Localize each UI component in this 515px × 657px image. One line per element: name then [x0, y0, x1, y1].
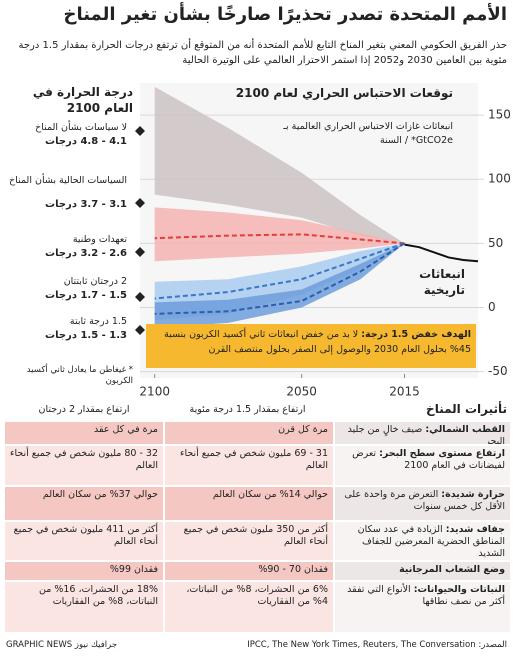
legend-temperature: 1.3 - 1.5 درجات — [45, 330, 127, 341]
table-title: تأثيرات المناخ — [426, 402, 507, 416]
legend-temperature: 1.5 - 1.7 درجات — [45, 290, 127, 301]
y-tick-label: 150 — [488, 108, 511, 122]
annotation: الهدف خفض 1.5 درجة: لا بد من خفض انبعاثا… — [146, 324, 476, 368]
cell-2: مرة في كل عقد — [5, 422, 163, 444]
y-tick-label: 100 — [488, 172, 511, 186]
row-text: تعرض لفيضانات في العام 2100 — [352, 448, 505, 471]
subtitle: حذر الفريق الحكومي المعني بتغير المناخ ا… — [18, 40, 507, 66]
cell-2: 18% من الحشرات، 16% من النباتات، 8% من ا… — [5, 582, 163, 632]
band — [154, 207, 405, 262]
series-line — [154, 242, 406, 315]
footer-brand: GRAPHIC NEWS جرافيك نيوز — [6, 640, 118, 650]
row-label: حرارة شديدة: — [441, 489, 505, 500]
column-header: ارتفاع بمقدار 2 درجتان — [38, 404, 130, 415]
legend-temperature: 2.6 - 3.2 درجات — [45, 248, 127, 259]
legend-temperature: 3.1 - 3.7 درجات — [45, 199, 127, 210]
x-tick-label: 2050 — [286, 385, 317, 399]
row-label-cell: حرارة شديدة: التعرض مرة واحدة على الأقل … — [335, 487, 510, 520]
legend-name: لا سياسات بشأن المناخ — [35, 122, 127, 133]
cell-1-5: فقدان 70 - 90% — [165, 562, 333, 580]
y-tick-label: 0 — [488, 300, 496, 314]
row-label-cell: ارتفاع مستوى سطح البحر: تعرض لفيضانات في… — [335, 446, 510, 485]
legend-name: 1.5 درجة ثابتة — [69, 316, 127, 327]
row-label: جفاف شديد: — [445, 524, 505, 535]
row-label: النباتات والحيوانات: — [413, 584, 505, 595]
x-tick-label: 2015 — [389, 385, 420, 399]
legend-marker — [135, 292, 145, 302]
row-text: الزيادة في عدد سكان المناطق الحضرية المع… — [357, 524, 505, 559]
series-label: انبعاثات تاريخية — [419, 267, 465, 297]
band — [154, 243, 405, 328]
footer-source: المصدر: IPCC, The New York Times, Reuter… — [247, 640, 507, 650]
legend-marker — [135, 126, 145, 136]
y-tick-label: -50 — [488, 364, 508, 378]
title: الأمم المتحدة تصدر تحذيرًا صارخًا بشأن ت… — [63, 4, 507, 25]
cell-1-5: مرة كل قرن — [165, 422, 333, 444]
row-text: الأنواع التي تفقد أكثر من نصف نطاقها — [347, 584, 505, 607]
series-line — [404, 243, 479, 263]
cell-1-5: أكثر من 350 مليون شخص في جميع أنحاء العا… — [165, 522, 333, 560]
cell-2: حوالي 37% من سكان العالم — [5, 487, 163, 520]
row-text: التعرض مرة واحدة على الأقل كل خمس سنوات — [344, 489, 505, 512]
column-header: ارتفاع بمقدار 1.5 درجة مئوية — [189, 404, 306, 415]
cell-1-5: حوالي 14% من سكان العالم — [165, 487, 333, 520]
annotation-label: الهدف خفض 1.5 درجة: — [361, 329, 471, 340]
legend-name: 2 درجتان ثابتتان — [63, 276, 127, 287]
cell-2: أكثر من 411 مليون شخص في جميع أنحاء العا… — [5, 522, 163, 560]
row-label-cell: النباتات والحيوانات: الأنواع التي تفقد أ… — [335, 582, 510, 632]
legend-marker — [135, 247, 145, 257]
legend-name: السياسات الحالية بشأن المناخ — [9, 175, 127, 186]
series-line — [154, 242, 405, 300]
row-label-cell: القطب الشمالي: صيف خالٍ من جليد البحر — [335, 422, 510, 444]
annotation-text: لا بد من خفض انبعاثات ثاني أكسيد الكربون… — [164, 329, 471, 355]
cell-1-5: 31 - 69 مليون شخص في جميع أنحاء العالم — [165, 446, 333, 485]
cell-2: فقدان 99% — [5, 562, 163, 580]
row-label-cell: جفاف شديد: الزيادة في عدد سكان المناطق ا… — [335, 522, 510, 560]
legend-name: تعهدات وطنية — [72, 234, 127, 245]
legend-temperature: 4.1 - 4.8 درجات — [45, 136, 127, 147]
legend-marker — [135, 325, 145, 335]
footnote: * غيغاطن ما يعادل ثاني أكسيد الكربون — [26, 365, 133, 386]
row-label: القطب الشمالي: — [425, 424, 505, 435]
x-tick-label: 2100 — [139, 385, 170, 399]
row-label: وضع الشعاب المرجانية — [399, 564, 505, 575]
row-label-cell: وضع الشعاب المرجانية — [335, 562, 510, 580]
legend-marker — [135, 198, 145, 208]
chart-title: توقعات الاحتباس الحراري لعام 2100 — [235, 86, 453, 100]
band — [154, 86, 405, 244]
legend-title: درجة الحرارة في العام 2100 — [32, 85, 133, 115]
cell-2: 32 - 80 مليون شخص في جميع أنحاء العالم — [5, 446, 163, 485]
y-tick-label: 50 — [488, 236, 503, 250]
y-axis-label: انبعاثات غازات الاحتباس الحراري العالمية… — [283, 121, 453, 146]
row-text: صيف خالٍ من جليد البحر — [347, 424, 505, 444]
series-line — [154, 233, 405, 245]
cell-1-5: 6% من الحشرات، 8% من النباتات، 4% من الف… — [165, 582, 333, 632]
row-label: ارتفاع مستوى سطح البحر: — [379, 448, 505, 459]
